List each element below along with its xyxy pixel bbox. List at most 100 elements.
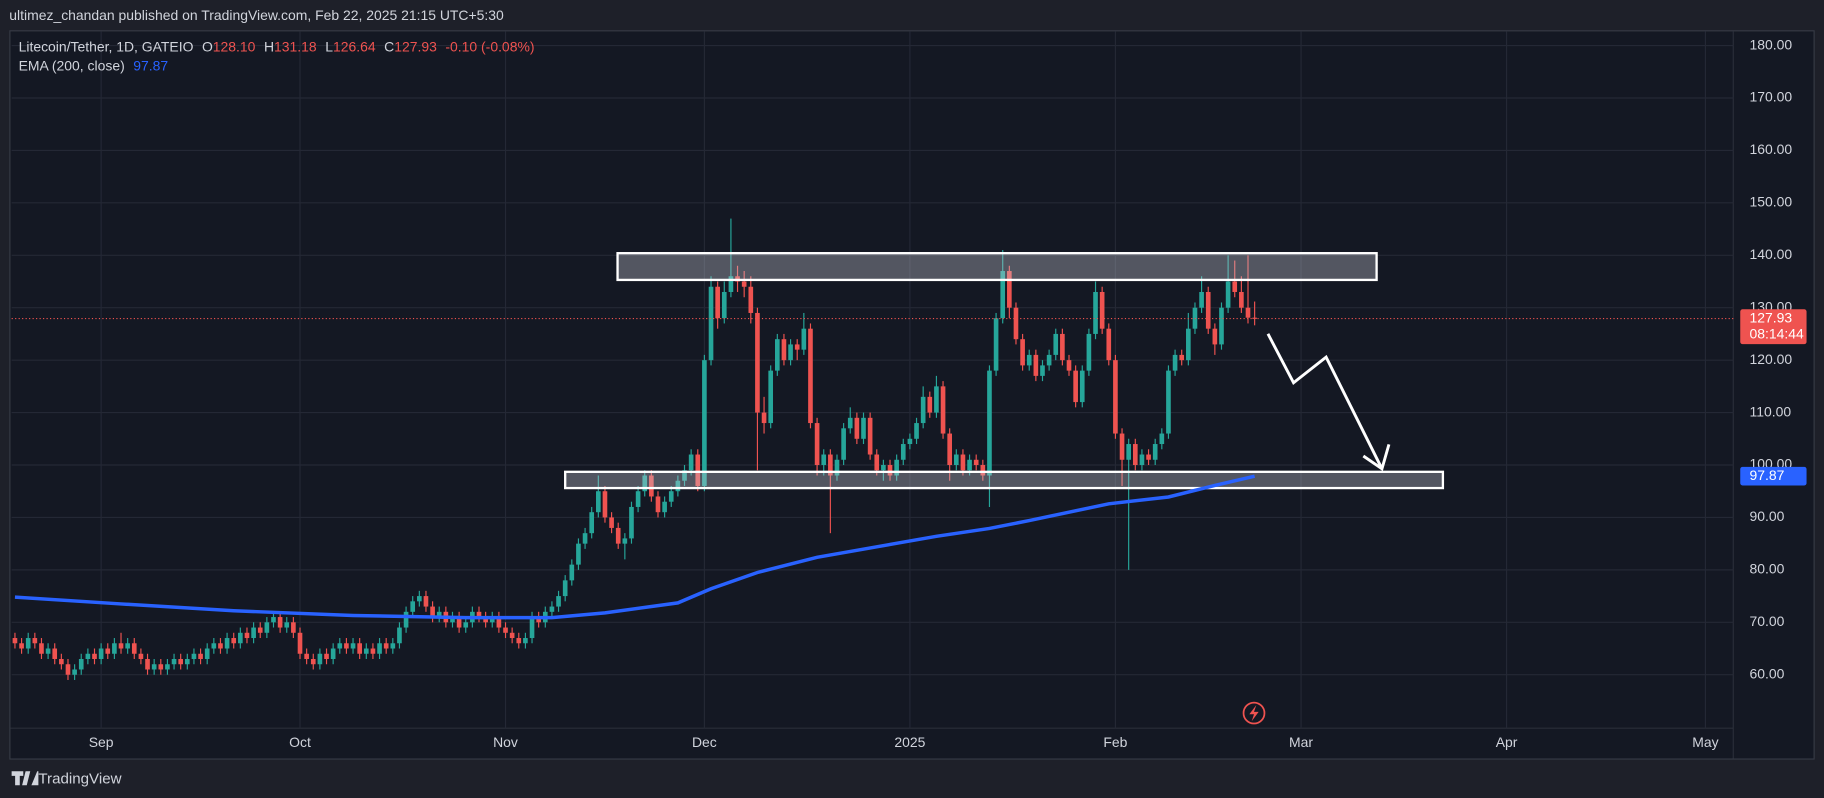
legend-key: C bbox=[384, 38, 394, 54]
candle-body bbox=[662, 501, 667, 513]
candle-body bbox=[138, 653, 144, 659]
candle-body bbox=[847, 417, 853, 429]
candle-body bbox=[337, 643, 343, 649]
candle-body bbox=[330, 648, 336, 659]
y-tick-label: 70.00 bbox=[1750, 613, 1785, 629]
candle-body bbox=[1225, 281, 1231, 308]
candle-body bbox=[1179, 354, 1185, 361]
candle-body bbox=[304, 653, 309, 659]
candle-body bbox=[741, 281, 747, 287]
candle-body bbox=[682, 470, 687, 481]
candle-body bbox=[264, 622, 270, 633]
candle-body bbox=[940, 386, 946, 434]
candle-body bbox=[728, 276, 734, 292]
legend-value: 128.10 bbox=[213, 38, 256, 54]
indicator-name: EMA (200, close) bbox=[19, 57, 125, 73]
candle-body bbox=[211, 643, 217, 649]
candle-body bbox=[1086, 333, 1092, 371]
indicator-legend: EMA (200, close) 97.87 bbox=[19, 57, 169, 73]
x-tick-label: 2025 bbox=[894, 734, 925, 750]
candle-body bbox=[463, 622, 469, 628]
candle-body bbox=[238, 632, 243, 644]
candle-body bbox=[317, 653, 323, 665]
countdown-label: 08:14:44 bbox=[1750, 326, 1805, 342]
candle-body bbox=[151, 664, 157, 670]
candle-body bbox=[1020, 339, 1025, 366]
candle-body bbox=[602, 491, 608, 518]
candle-body bbox=[1139, 454, 1145, 466]
indicator-value: 97.87 bbox=[133, 57, 168, 73]
candle-body bbox=[854, 417, 860, 439]
y-tick-label: 180.00 bbox=[1750, 36, 1793, 52]
candle-body bbox=[516, 638, 522, 644]
candle-body bbox=[841, 428, 846, 460]
candle-body bbox=[973, 459, 979, 466]
candle-body bbox=[45, 648, 51, 654]
candle-body bbox=[874, 454, 880, 471]
legend-key: L bbox=[325, 38, 333, 54]
candle-body bbox=[423, 596, 429, 607]
legend-key: O bbox=[202, 38, 213, 54]
y-tick-label: 80.00 bbox=[1750, 561, 1785, 577]
candle-body bbox=[277, 617, 283, 628]
candle-body bbox=[509, 632, 515, 639]
candle-body bbox=[788, 344, 793, 361]
candle-body bbox=[363, 648, 369, 654]
y-tick-label: 170.00 bbox=[1750, 89, 1793, 105]
candle-body bbox=[953, 454, 959, 466]
candle-body bbox=[1146, 454, 1151, 460]
candle-body bbox=[178, 658, 184, 665]
candle-body bbox=[410, 601, 416, 612]
candle-body bbox=[344, 643, 349, 649]
candle-body bbox=[1007, 271, 1012, 308]
candle-body bbox=[615, 527, 621, 544]
candle-body bbox=[297, 632, 303, 654]
candle-body bbox=[112, 643, 117, 654]
y-tick-label: 140.00 bbox=[1750, 246, 1793, 262]
arrow-head bbox=[1362, 443, 1391, 472]
grid bbox=[11, 31, 1734, 729]
candle-body bbox=[324, 653, 329, 659]
candle-body bbox=[715, 286, 720, 319]
candle-body bbox=[1199, 291, 1204, 308]
candle-body bbox=[821, 454, 827, 466]
candle-body bbox=[1033, 354, 1039, 376]
candle-body bbox=[1205, 291, 1211, 329]
candle-body bbox=[629, 506, 634, 539]
x-tick-label: Oct bbox=[289, 734, 311, 750]
y-tick-label: 120.00 bbox=[1750, 351, 1793, 367]
event-icon[interactable] bbox=[1242, 701, 1266, 725]
candle-body bbox=[1099, 291, 1105, 329]
candle-body bbox=[967, 459, 972, 471]
y-tick-label: 110.00 bbox=[1750, 403, 1792, 419]
candle-body bbox=[781, 339, 787, 361]
candle-body bbox=[19, 643, 24, 649]
candle-body bbox=[158, 664, 164, 670]
candle-body bbox=[1152, 444, 1158, 460]
legend-value: 127.93 bbox=[394, 38, 437, 54]
candle-body bbox=[622, 538, 628, 544]
candle-body bbox=[1132, 444, 1138, 466]
candle-body bbox=[947, 433, 953, 466]
candle-body bbox=[642, 475, 648, 492]
candle-body bbox=[496, 617, 502, 628]
candle-body bbox=[794, 344, 800, 350]
candle-body bbox=[476, 611, 482, 618]
candle-body bbox=[291, 622, 296, 633]
candle-body bbox=[25, 638, 31, 649]
y-tick-label: 90.00 bbox=[1750, 508, 1785, 524]
candle-body bbox=[675, 480, 681, 492]
chart-pane bbox=[9, 30, 1815, 760]
candle-body bbox=[436, 611, 442, 618]
candle-body bbox=[894, 459, 899, 476]
x-tick-label: Apr bbox=[1496, 734, 1518, 750]
candle-body bbox=[98, 648, 104, 659]
legend-symbol: Litecoin/Tether, 1D, GATEIO bbox=[19, 38, 194, 54]
candle-body bbox=[808, 328, 813, 424]
candle-body bbox=[218, 643, 223, 649]
candle-body bbox=[145, 658, 150, 670]
marks bbox=[11, 218, 1734, 680]
candle-body bbox=[450, 617, 455, 623]
candle-body bbox=[72, 669, 77, 675]
